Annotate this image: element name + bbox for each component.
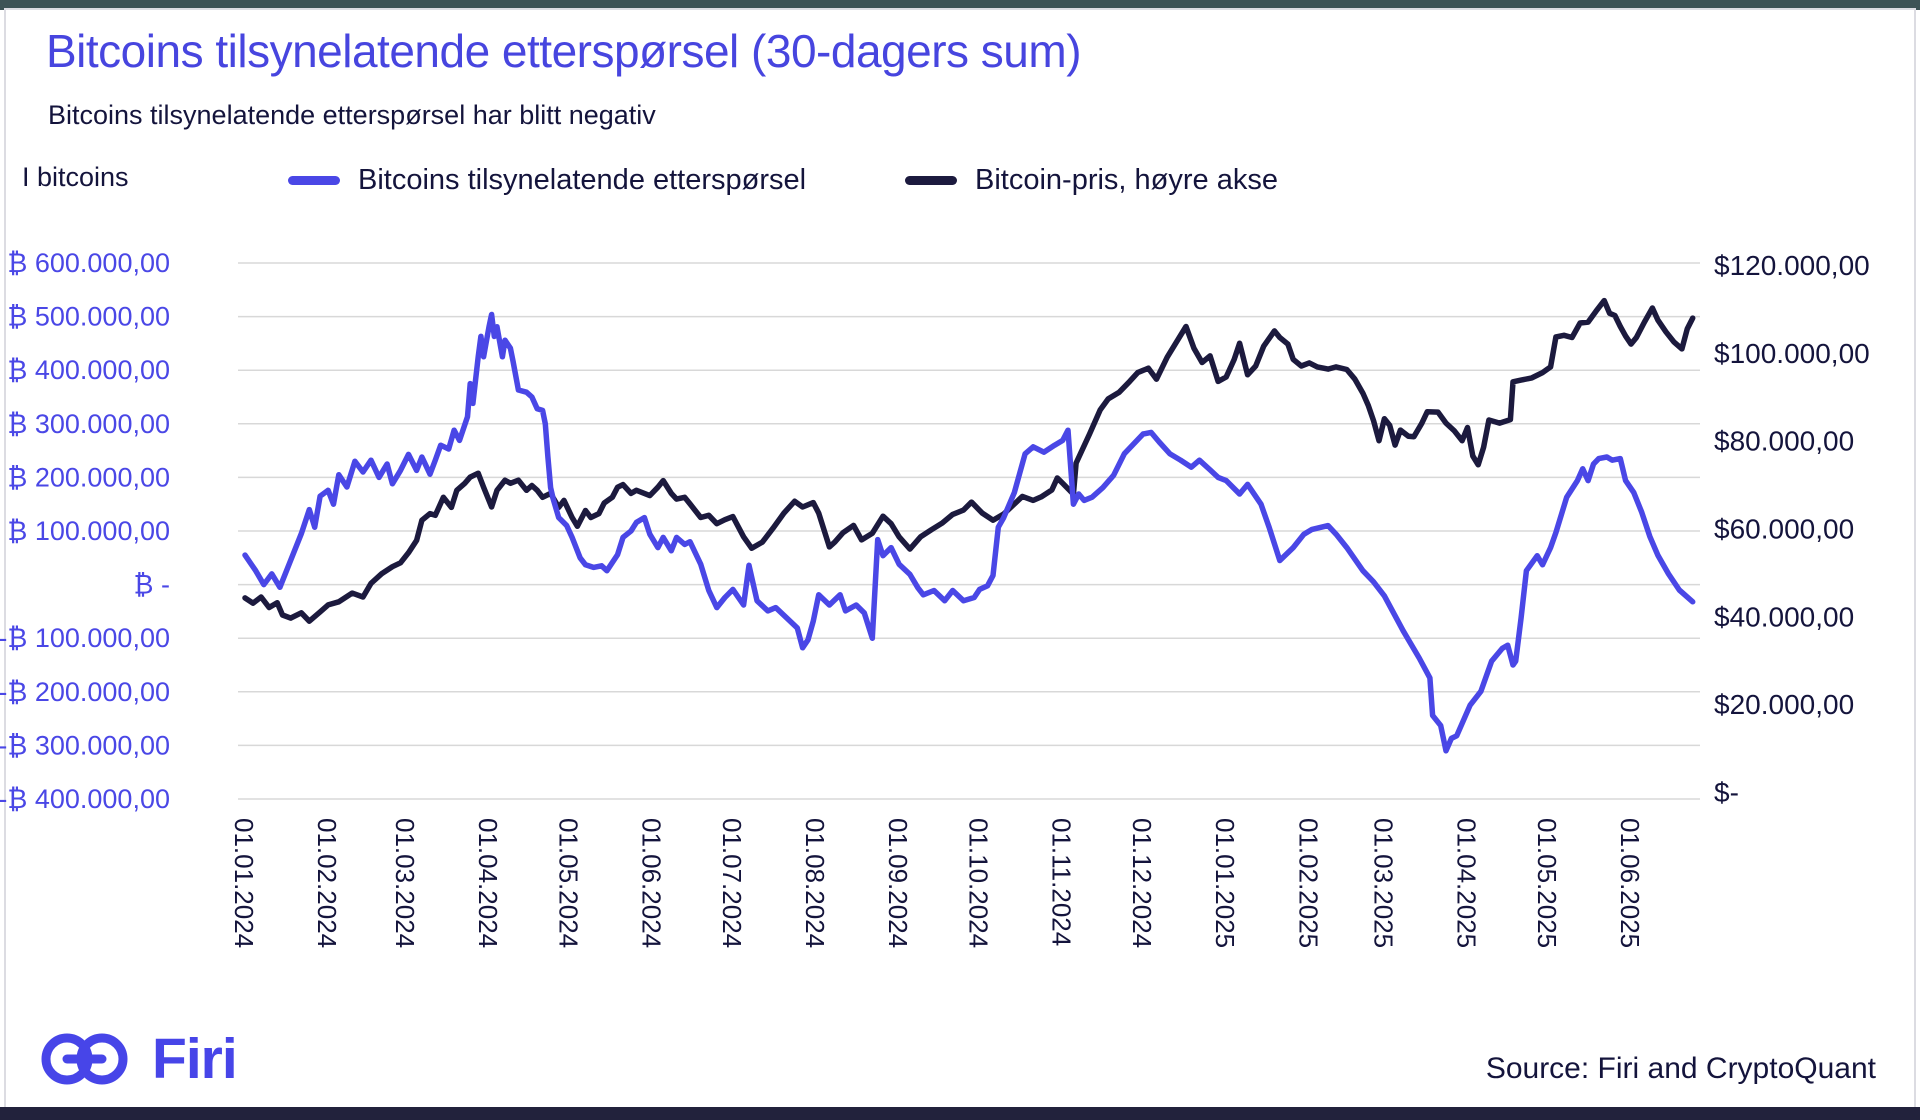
- x-axis-tick-label: 01.04.2025: [1451, 818, 1481, 948]
- bottom-accent-bar: [0, 1107, 1920, 1120]
- x-axis-tick-label: 01.09.2024: [883, 818, 913, 948]
- x-axis-tick-label: 01.05.2024: [553, 818, 583, 948]
- firi-logo-icon: [41, 1033, 128, 1085]
- x-axis-tick-label: 01.10.2024: [964, 818, 994, 948]
- page-subtitle: Bitcoins tilsynelatende etterspørsel har…: [48, 100, 656, 130]
- left-axis-tick-label: -₿ 300.000,00: [0, 730, 170, 760]
- firi-logo-text: Firi: [152, 1027, 238, 1091]
- left-axis-tick-label: ₿ 500.000,00: [7, 302, 170, 332]
- legend-label-demand: Bitcoins tilsynelatende etterspørsel: [358, 164, 807, 196]
- left-axis-tick-label: -₿ 100.000,00: [0, 623, 170, 653]
- x-axis-tick-label: 01.04.2024: [473, 818, 503, 948]
- legend-item-price: Bitcoin-pris, høyre akse: [905, 164, 1278, 197]
- x-axis-tick-label: 01.01.2024: [229, 818, 259, 948]
- left-axis-tick-label: ₿ 200.000,00: [7, 462, 170, 492]
- left-axis-tick-label: ₿ 400.000,00: [7, 355, 170, 385]
- left-axis-tick-label: ₿ -: [134, 570, 170, 600]
- right-axis-tick-label: $20.000,00: [1714, 689, 1854, 720]
- price-series-line: [242, 297, 1696, 624]
- x-axis-tick-label: 01.03.2024: [390, 818, 420, 948]
- x-axis-tick-label: 01.06.2024: [636, 818, 666, 948]
- firi-logo: Firi: [40, 1026, 238, 1092]
- x-axis-tick-label: 01.05.2025: [1532, 818, 1562, 948]
- legend: Bitcoins tilsynelatende etterspørsel Bit…: [0, 164, 1920, 204]
- x-axis-tick-label: 01.02.2024: [312, 818, 342, 948]
- x-axis-tick-label: 01.07.2024: [717, 818, 747, 948]
- x-axis-tick-label: 01.02.2025: [1293, 818, 1323, 948]
- right-axis-tick-label: $-: [1714, 777, 1739, 808]
- legend-label-price: Bitcoin-pris, høyre akse: [975, 164, 1278, 196]
- page-title: Bitcoins tilsynelatende etterspørsel (30…: [46, 25, 1082, 77]
- legend-item-demand: Bitcoins tilsynelatende etterspørsel: [288, 164, 806, 197]
- x-axis-tick-label: 01.12.2024: [1127, 818, 1157, 948]
- x-axis-tick-label: 01.03.2025: [1368, 818, 1398, 948]
- x-axis-tick-label: 01.11.2024: [1047, 818, 1077, 946]
- left-axis-title: I bitcoins: [22, 162, 129, 192]
- left-axis-tick-label: -₿ 400.000,00: [0, 784, 170, 814]
- left-axis-tick-label: ₿ 300.000,00: [7, 409, 170, 439]
- source-attribution: Source: Firi and CryptoQuant: [1485, 1052, 1876, 1085]
- x-axis-tick-label: 01.01.2025: [1210, 818, 1240, 948]
- right-axis-tick-label: $60.000,00: [1714, 514, 1854, 545]
- left-axis-tick-label: ₿ 600.000,00: [7, 248, 170, 278]
- left-axis-tick-label: -₿ 200.000,00: [0, 677, 170, 707]
- legend-swatch-price: [905, 176, 957, 185]
- chart-card: [4, 8, 1916, 1109]
- x-axis-tick-label: 01.08.2024: [800, 818, 830, 948]
- x-axis-tick-label: 01.06.2025: [1615, 818, 1645, 948]
- right-axis-tick-label: $120.000,00: [1714, 250, 1870, 281]
- top-accent-bar: [0, 0, 1920, 10]
- left-axis-tick-label: ₿ 100.000,00: [7, 516, 170, 546]
- right-axis-tick-label: $40.000,00: [1714, 601, 1854, 632]
- legend-swatch-demand: [288, 176, 340, 185]
- right-axis-tick-label: $80.000,00: [1714, 426, 1854, 457]
- right-axis-tick-label: $100.000,00: [1714, 338, 1870, 369]
- demand-series-line: [242, 311, 1696, 754]
